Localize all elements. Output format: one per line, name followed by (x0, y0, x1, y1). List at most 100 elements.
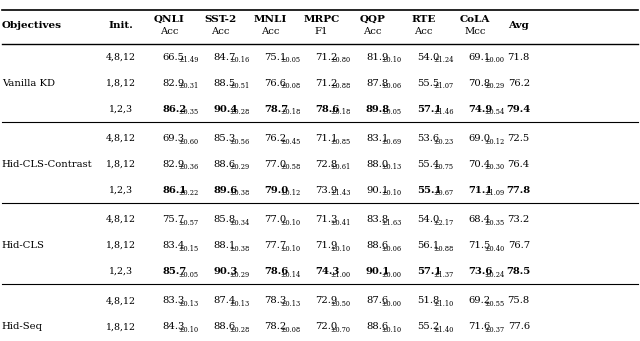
Text: ±1.24: ±1.24 (433, 56, 453, 64)
Text: 4,8,12: 4,8,12 (106, 53, 136, 62)
Text: 55.4: 55.4 (417, 160, 440, 169)
Text: 78.6: 78.6 (315, 105, 339, 114)
Text: 88.6: 88.6 (366, 322, 388, 331)
Text: Objectives: Objectives (2, 21, 62, 30)
Text: Hid-Seq: Hid-Seq (2, 322, 43, 331)
Text: ±0.41: ±0.41 (330, 219, 351, 227)
Text: 70.8: 70.8 (468, 79, 491, 88)
Text: 69.0: 69.0 (468, 134, 490, 143)
Text: SST-2: SST-2 (204, 15, 236, 24)
Text: RTE: RTE (412, 15, 436, 24)
Text: 68.4: 68.4 (468, 215, 491, 224)
Text: ±1.37: ±1.37 (433, 270, 453, 279)
Text: ±0.13: ±0.13 (381, 163, 402, 172)
Text: ±0.31: ±0.31 (178, 82, 198, 90)
Text: ±0.10: ±0.10 (280, 244, 300, 253)
Text: 1,8,12: 1,8,12 (106, 322, 136, 331)
Text: 69.2: 69.2 (468, 296, 490, 305)
Text: ±0.06: ±0.06 (381, 244, 402, 253)
Text: 84.3: 84.3 (163, 322, 185, 331)
Text: 51.8: 51.8 (417, 296, 440, 305)
Text: 66.5: 66.5 (163, 53, 184, 62)
Text: ±1.10: ±1.10 (433, 300, 453, 308)
Text: 85.3: 85.3 (214, 134, 236, 143)
Text: 87.8: 87.8 (366, 79, 388, 88)
Text: 54.0: 54.0 (417, 53, 440, 62)
Text: ±0.38: ±0.38 (229, 244, 250, 253)
Text: 89.8: 89.8 (366, 105, 390, 114)
Text: QQP: QQP (360, 15, 385, 24)
Text: 55.5: 55.5 (417, 79, 440, 88)
Text: 71.6: 71.6 (468, 322, 491, 331)
Text: ±0.61: ±0.61 (330, 163, 351, 172)
Text: 82.9: 82.9 (163, 79, 185, 88)
Text: 78.3: 78.3 (264, 296, 287, 305)
Text: 76.2: 76.2 (264, 134, 286, 143)
Text: 1,8,12: 1,8,12 (106, 241, 136, 250)
Text: ±0.54: ±0.54 (484, 108, 504, 116)
Text: ±0.13: ±0.13 (280, 300, 300, 308)
Text: ±0.13: ±0.13 (178, 300, 198, 308)
Text: ±0.00: ±0.00 (381, 300, 402, 308)
Text: ±0.70: ±0.70 (330, 326, 351, 334)
Text: Avg: Avg (508, 21, 529, 30)
Text: ±0.28: ±0.28 (229, 326, 250, 334)
Text: 88.1: 88.1 (214, 241, 236, 250)
Text: Vanilla KD: Vanilla KD (2, 79, 55, 88)
Text: ±0.85: ±0.85 (330, 137, 351, 146)
Text: ±0.05: ±0.05 (178, 270, 198, 279)
Text: 55.2: 55.2 (417, 322, 440, 331)
Text: ±0.57: ±0.57 (178, 219, 198, 227)
Text: 57.1: 57.1 (417, 105, 442, 114)
Text: ±0.12: ±0.12 (280, 189, 300, 197)
Text: ±0.08: ±0.08 (280, 326, 300, 334)
Text: 55.1: 55.1 (417, 186, 442, 195)
Text: 82.9: 82.9 (163, 160, 185, 169)
Text: 81.9: 81.9 (366, 53, 388, 62)
Text: ±0.08: ±0.08 (280, 82, 300, 90)
Text: 53.6: 53.6 (417, 134, 439, 143)
Text: 86.2: 86.2 (163, 105, 187, 114)
Text: ±0.38: ±0.38 (229, 189, 250, 197)
Text: 77.6: 77.6 (508, 322, 530, 331)
Text: 86.1: 86.1 (163, 186, 187, 195)
Text: ±0.15: ±0.15 (178, 244, 198, 253)
Text: 78.2: 78.2 (264, 322, 287, 331)
Text: Hid-CLS: Hid-CLS (2, 241, 45, 250)
Text: ±0.50: ±0.50 (330, 300, 351, 308)
Text: ±0.80: ±0.80 (330, 56, 351, 64)
Text: 88.6: 88.6 (214, 160, 236, 169)
Text: ±0.06: ±0.06 (381, 82, 402, 90)
Text: 78.6: 78.6 (264, 267, 289, 276)
Text: ±1.09: ±1.09 (484, 189, 504, 197)
Text: 88.0: 88.0 (366, 160, 388, 169)
Text: CoLA: CoLA (460, 15, 490, 24)
Text: ±0.05: ±0.05 (381, 108, 402, 116)
Text: 73.2: 73.2 (508, 215, 530, 224)
Text: 76.6: 76.6 (264, 79, 286, 88)
Text: ±0.14: ±0.14 (280, 270, 300, 279)
Text: 56.1: 56.1 (417, 241, 440, 250)
Text: MRPC: MRPC (303, 15, 339, 24)
Text: 90.4: 90.4 (214, 105, 238, 114)
Text: ±0.16: ±0.16 (229, 56, 250, 64)
Text: ±0.69: ±0.69 (381, 137, 402, 146)
Text: 69.1: 69.1 (468, 53, 491, 62)
Text: 71.1: 71.1 (468, 186, 493, 195)
Text: Acc: Acc (211, 27, 229, 36)
Text: 87.6: 87.6 (366, 296, 388, 305)
Text: 85.8: 85.8 (214, 215, 236, 224)
Text: ±0.05: ±0.05 (280, 56, 300, 64)
Text: 83.8: 83.8 (366, 215, 388, 224)
Text: 88.5: 88.5 (214, 79, 236, 88)
Text: ±0.22: ±0.22 (178, 189, 198, 197)
Text: 83.4: 83.4 (163, 241, 185, 250)
Text: ±0.75: ±0.75 (433, 163, 453, 172)
Text: 71.2: 71.2 (315, 79, 337, 88)
Text: ±0.23: ±0.23 (433, 137, 453, 146)
Text: 74.9: 74.9 (468, 105, 493, 114)
Text: 83.1: 83.1 (366, 134, 388, 143)
Text: ±1.40: ±1.40 (433, 326, 453, 334)
Text: ±0.55: ±0.55 (484, 300, 504, 308)
Text: 77.0: 77.0 (264, 215, 287, 224)
